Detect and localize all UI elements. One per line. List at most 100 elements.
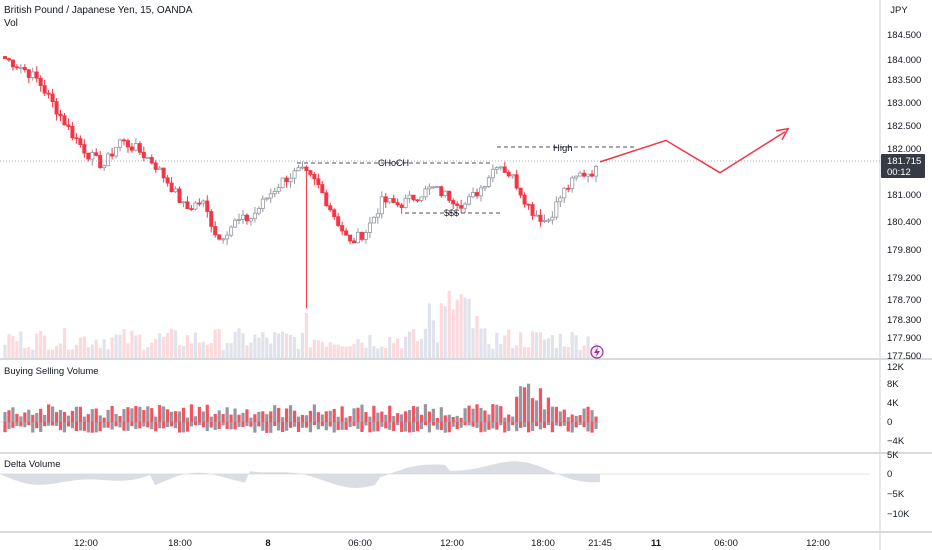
volume-bar bbox=[185, 335, 190, 358]
bsv-bar bbox=[324, 411, 328, 422]
bsv-bar bbox=[419, 414, 424, 422]
delta-pane-title[interactable]: Delta Volume bbox=[4, 459, 61, 470]
volume-bar bbox=[467, 298, 471, 358]
volume-bar bbox=[300, 332, 305, 358]
bsv-bar bbox=[114, 413, 118, 422]
volume-bar bbox=[253, 334, 257, 358]
volume-bar bbox=[19, 331, 23, 358]
bsv-bar bbox=[340, 406, 344, 422]
time-tick-label: 21:45 bbox=[588, 538, 612, 549]
bsv-bar bbox=[475, 422, 479, 428]
candle-body bbox=[141, 151, 146, 159]
price-tick-label: 177.500 bbox=[887, 351, 921, 362]
bsv-bar bbox=[281, 422, 285, 433]
bsv-bar bbox=[39, 408, 43, 422]
bsv-bar bbox=[594, 416, 598, 422]
candle-body bbox=[542, 220, 547, 223]
bsv-bar bbox=[102, 422, 106, 428]
bsv-bar bbox=[189, 422, 194, 427]
bsv-bar bbox=[503, 422, 507, 433]
symbol-title[interactable]: British Pound / Japanese Yen, 15, OANDA bbox=[4, 5, 193, 16]
currency-button[interactable]: JPY bbox=[890, 5, 908, 16]
volume-bar bbox=[582, 345, 586, 358]
volume-bar bbox=[590, 347, 594, 358]
time-tick-label: 18:00 bbox=[168, 538, 192, 549]
candle-body bbox=[62, 115, 67, 126]
vol-indicator-label[interactable]: Vol bbox=[4, 18, 18, 29]
candle-body bbox=[296, 167, 301, 172]
volume-bar bbox=[229, 343, 233, 358]
candle-body bbox=[46, 92, 51, 95]
candle-body bbox=[498, 166, 503, 169]
volume-bar bbox=[15, 341, 19, 358]
bsv-bar bbox=[205, 422, 209, 432]
candle-body bbox=[403, 197, 408, 209]
bsv-bar bbox=[419, 422, 424, 430]
bsv-bar bbox=[86, 414, 90, 422]
candle-body bbox=[205, 200, 210, 212]
bsv-bar bbox=[546, 422, 551, 426]
bsv-bar bbox=[209, 416, 213, 422]
candle-body bbox=[534, 214, 539, 217]
volume-bar bbox=[205, 344, 209, 358]
volume-bar bbox=[507, 329, 511, 358]
bsv-bar bbox=[590, 422, 594, 433]
volume-bar bbox=[348, 346, 352, 358]
bsv-bar bbox=[193, 416, 197, 422]
candle-body bbox=[256, 208, 261, 214]
candle-body bbox=[570, 177, 575, 189]
bsv-bar bbox=[35, 413, 39, 422]
candle-body bbox=[554, 201, 559, 218]
candle-body bbox=[344, 230, 349, 236]
volume-bar bbox=[50, 349, 55, 358]
candle-body bbox=[348, 234, 353, 242]
candle-body bbox=[590, 173, 595, 177]
bsv-bar bbox=[415, 406, 420, 422]
volume-bar bbox=[78, 337, 82, 358]
volume-bar bbox=[261, 332, 265, 358]
volume-bar bbox=[82, 336, 86, 358]
volume-bar bbox=[292, 336, 297, 358]
bsv-bar bbox=[43, 414, 47, 422]
bsv-bar bbox=[209, 422, 213, 428]
bsv-bar bbox=[213, 422, 217, 430]
candle-body bbox=[38, 77, 43, 86]
candle-body bbox=[375, 213, 380, 218]
bsv-bar bbox=[237, 422, 241, 427]
bsv-bar bbox=[340, 422, 344, 430]
candle-body bbox=[387, 198, 392, 203]
bsv-bar bbox=[423, 422, 428, 426]
price-tick-label: 184.500 bbox=[887, 30, 921, 41]
bar-countdown: 00:12 bbox=[887, 167, 911, 178]
bsv-bar bbox=[511, 416, 515, 422]
candle-body bbox=[324, 192, 329, 207]
bsv-bar bbox=[134, 406, 138, 422]
bsv-pane-title[interactable]: Buying Selling Volume bbox=[4, 366, 99, 377]
candle-body bbox=[578, 172, 583, 177]
candle-body bbox=[359, 231, 364, 240]
high-label: High bbox=[553, 143, 573, 154]
bsv-bar bbox=[467, 422, 471, 426]
candle-body bbox=[447, 190, 452, 201]
bsv-bar bbox=[312, 404, 316, 422]
bsv-bar bbox=[443, 422, 447, 433]
candle-body bbox=[574, 175, 579, 179]
volume-bar bbox=[47, 349, 51, 358]
candle-body bbox=[114, 146, 119, 157]
volume-bar bbox=[269, 343, 273, 358]
bsv-bar bbox=[400, 414, 404, 422]
bsv-bar bbox=[459, 422, 463, 428]
bsv-bar bbox=[11, 422, 15, 428]
lightning-icon bbox=[590, 345, 604, 359]
bsv-bar bbox=[356, 422, 360, 429]
bsv-bar bbox=[360, 422, 364, 433]
candle-body bbox=[181, 201, 186, 204]
bsv-bar bbox=[217, 422, 221, 429]
bsv-bar bbox=[396, 413, 400, 422]
time-tick-label: 12:00 bbox=[806, 538, 830, 549]
volume-bar bbox=[173, 330, 178, 358]
volume-bar bbox=[511, 347, 515, 358]
candle-body bbox=[118, 139, 123, 148]
candle-body bbox=[300, 166, 305, 169]
